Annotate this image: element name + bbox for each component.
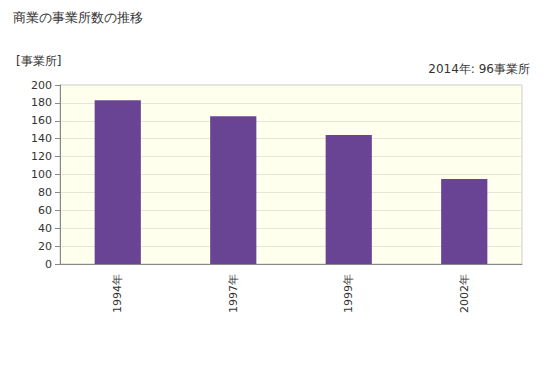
svg-text:40: 40 xyxy=(38,222,52,235)
svg-text:[事業所]: [事業所] xyxy=(16,54,61,68)
svg-text:180: 180 xyxy=(31,96,52,109)
svg-text:200: 200 xyxy=(31,79,52,92)
svg-text:140: 140 xyxy=(31,132,52,145)
svg-text:120: 120 xyxy=(31,150,52,163)
svg-text:80: 80 xyxy=(38,186,52,199)
svg-text:20: 20 xyxy=(38,240,52,253)
svg-text:60: 60 xyxy=(38,204,52,217)
svg-text:1999年: 1999年 xyxy=(342,274,355,313)
svg-text:商業の事業所数の推移: 商業の事業所数の推移 xyxy=(13,10,143,25)
svg-text:1997年: 1997年 xyxy=(227,274,240,313)
svg-text:2014年: 96事業所: 2014年: 96事業所 xyxy=(428,62,530,76)
svg-text:100: 100 xyxy=(31,168,52,181)
svg-text:0: 0 xyxy=(45,258,52,271)
svg-text:1994年: 1994年 xyxy=(111,274,124,313)
svg-text:2002年: 2002年 xyxy=(458,274,471,313)
svg-text:160: 160 xyxy=(31,114,52,127)
